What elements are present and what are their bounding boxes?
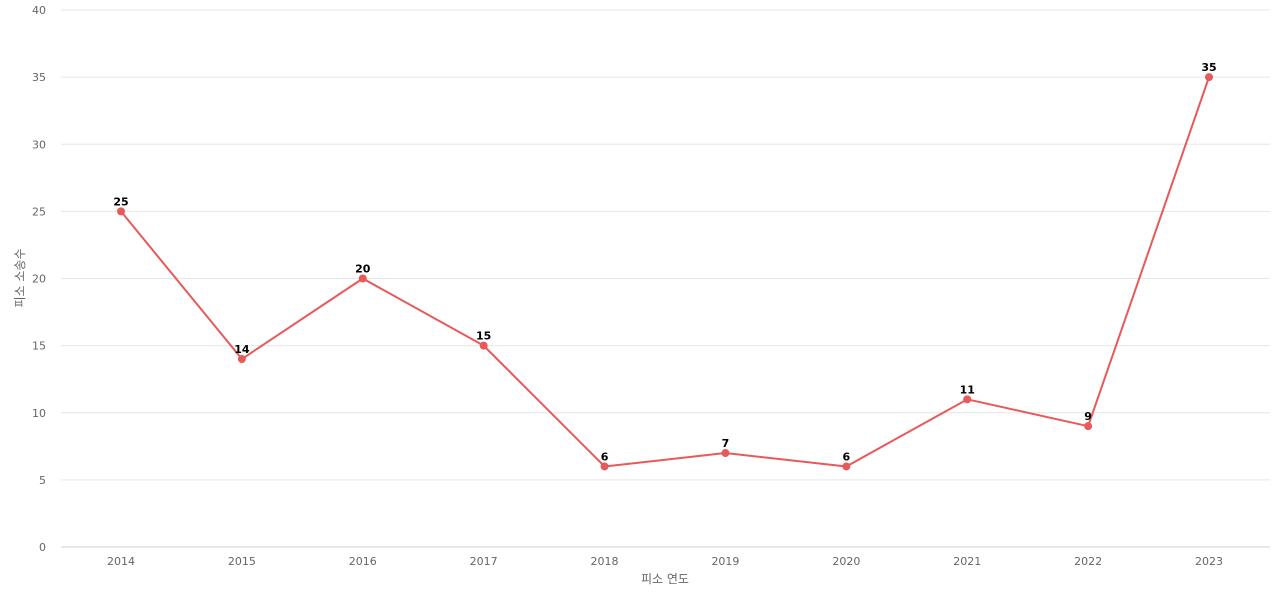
y-tick-label: 25 bbox=[32, 205, 46, 218]
x-tick-label: 2015 bbox=[228, 555, 256, 568]
y-tick-label: 0 bbox=[39, 541, 46, 554]
data-point[interactable] bbox=[842, 462, 851, 471]
x-tick-label: 2016 bbox=[349, 555, 377, 568]
data-point[interactable] bbox=[358, 274, 367, 283]
x-tick-label: 2017 bbox=[470, 555, 498, 568]
x-tick-label: 2020 bbox=[832, 555, 860, 568]
data-label: 6 bbox=[843, 450, 851, 463]
data-labels: 25 14 20 15 6 7 6 11 9 35 bbox=[113, 61, 1216, 463]
data-label: 25 bbox=[113, 195, 128, 208]
data-label: 35 bbox=[1201, 61, 1216, 74]
data-label: 11 bbox=[960, 383, 975, 396]
x-axis-ticks: 2014 2015 2016 2017 2018 2019 2020 2021 2022 2023 bbox=[107, 555, 1223, 568]
data-point[interactable] bbox=[963, 395, 972, 404]
series-layer bbox=[117, 73, 1213, 471]
data-label: 7 bbox=[722, 437, 730, 450]
x-tick-label: 2022 bbox=[1074, 555, 1102, 568]
x-tick-label: 2023 bbox=[1195, 555, 1223, 568]
data-point[interactable] bbox=[721, 449, 730, 458]
y-tick-label: 15 bbox=[32, 340, 46, 353]
y-tick-label: 10 bbox=[32, 407, 46, 420]
y-tick-label: 30 bbox=[32, 138, 46, 151]
y-axis-title: 피소 소송수 bbox=[13, 248, 27, 307]
data-point[interactable] bbox=[237, 355, 246, 364]
data-point[interactable] bbox=[600, 462, 609, 471]
data-point[interactable] bbox=[1205, 73, 1213, 82]
x-tick-label: 2021 bbox=[953, 555, 981, 568]
data-label: 14 bbox=[234, 343, 250, 356]
data-label: 9 bbox=[1084, 410, 1092, 423]
data-label: 15 bbox=[476, 330, 491, 343]
x-tick-label: 2019 bbox=[711, 555, 739, 568]
y-axis-ticks: 0 5 10 15 20 25 30 35 40 bbox=[32, 4, 46, 554]
data-label: 20 bbox=[355, 263, 371, 276]
y-tick-label: 40 bbox=[32, 4, 46, 17]
data-label: 6 bbox=[601, 450, 609, 463]
data-point[interactable] bbox=[1084, 422, 1093, 431]
y-tick-label: 35 bbox=[32, 71, 46, 84]
grid-layer bbox=[61, 9, 1270, 548]
x-tick-label: 2018 bbox=[591, 555, 619, 568]
series-line bbox=[120, 76, 1210, 468]
data-point[interactable] bbox=[117, 207, 125, 216]
data-point[interactable] bbox=[479, 341, 488, 350]
y-tick-label: 20 bbox=[32, 273, 46, 286]
y-tick-label: 5 bbox=[39, 474, 46, 487]
x-tick-label: 2014 bbox=[107, 555, 135, 568]
x-axis-title: 피소 연도 bbox=[641, 572, 689, 586]
